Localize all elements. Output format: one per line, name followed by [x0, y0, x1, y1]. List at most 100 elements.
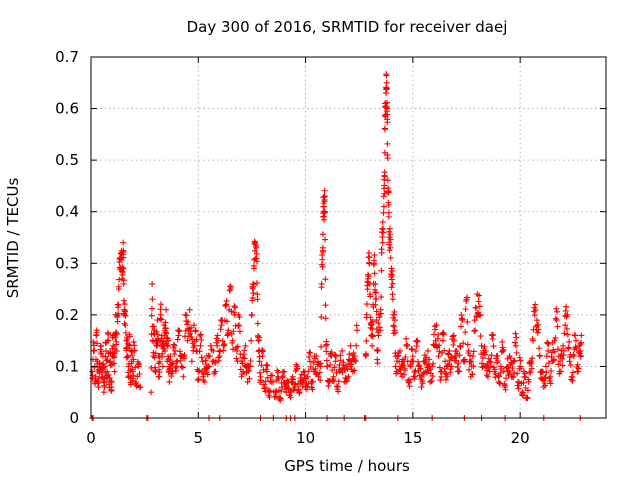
data-point: [569, 369, 576, 376]
data-point: [508, 359, 515, 366]
data-point: [221, 341, 228, 348]
data-point: [363, 311, 370, 318]
data-point: [122, 322, 129, 329]
data-point: [477, 312, 484, 319]
data-point: [470, 348, 477, 355]
data-point: [197, 342, 204, 349]
data-point: [335, 378, 342, 385]
data-point: [400, 371, 407, 378]
data-point: [165, 337, 172, 344]
data-point: [383, 79, 390, 86]
data-point: [180, 373, 187, 380]
data-point: [445, 351, 452, 358]
data-point: [470, 363, 477, 370]
data-point: [114, 318, 121, 325]
data-point: [131, 342, 138, 349]
data-point: [551, 348, 558, 355]
data-point: [278, 388, 285, 395]
data-point: [319, 247, 326, 254]
data-point: [363, 301, 370, 308]
data-point: [248, 311, 255, 318]
data-point: [575, 365, 582, 372]
data-point: [322, 302, 329, 309]
data-point: [528, 360, 535, 367]
data-point: [351, 367, 358, 374]
data-point: [417, 366, 424, 373]
data-point: [306, 349, 313, 356]
data-point: [457, 323, 464, 330]
data-point: [296, 390, 303, 397]
data-point: [333, 353, 340, 360]
data-point: [442, 376, 449, 383]
data-point: [210, 347, 217, 354]
data-point: [421, 358, 428, 365]
data-point: [449, 333, 456, 340]
data-point: [397, 347, 403, 354]
data-point: [188, 358, 195, 365]
data-point: [378, 294, 385, 301]
data-point: [236, 313, 243, 320]
data-point: [536, 352, 543, 359]
data-point: [207, 342, 214, 349]
data-point: [371, 260, 378, 267]
data-point: [563, 325, 570, 332]
data-point: [216, 353, 223, 360]
data-point: [310, 359, 317, 366]
data-point: [350, 350, 357, 357]
data-point: [376, 314, 383, 321]
data-point: [120, 277, 127, 284]
data-point: [532, 301, 539, 308]
data-point: [285, 385, 292, 392]
data-point: [512, 330, 519, 337]
data-point: [577, 353, 584, 360]
data-point: [412, 373, 419, 380]
data-point: [101, 384, 108, 391]
data-point: [98, 348, 105, 355]
data-point: [157, 301, 164, 308]
data-point: [224, 318, 231, 325]
data-point: [186, 306, 193, 313]
data-point: [122, 329, 129, 336]
data-point: [321, 216, 328, 223]
data-point: [513, 349, 520, 356]
data-point: [499, 338, 506, 345]
data-point: [439, 330, 446, 337]
data-point: [424, 347, 431, 354]
data-point: [322, 276, 329, 283]
data-point: [516, 354, 523, 361]
data-point: [232, 304, 239, 311]
data-point: [136, 370, 143, 377]
data-point: [159, 363, 166, 370]
data-point: [122, 312, 129, 319]
data-point: [541, 375, 548, 382]
data-point: [577, 341, 584, 348]
data-point: [112, 334, 119, 341]
data-point: [520, 379, 527, 386]
data-point: [459, 316, 466, 323]
data-point: [281, 368, 288, 375]
data-point: [91, 347, 98, 354]
data-point: [384, 99, 391, 106]
data-point: [351, 353, 358, 360]
data-point: [253, 244, 260, 251]
data-point: [462, 329, 469, 336]
data-point: [493, 359, 500, 366]
data-point: [335, 388, 342, 395]
data-point: [214, 342, 221, 349]
data-point: [205, 363, 212, 370]
data-point: [481, 343, 488, 350]
data-point: [565, 344, 572, 351]
data-point: [383, 86, 390, 93]
data-point: [412, 348, 419, 355]
data-point: [442, 358, 449, 365]
data-point: [466, 366, 473, 373]
data-point: [444, 373, 451, 380]
y-tick-label: 0.1: [55, 357, 79, 375]
data-point: [154, 331, 161, 338]
data-point: [304, 373, 311, 380]
data-point: [377, 327, 384, 334]
data-point: [563, 303, 570, 310]
data-point: [172, 367, 179, 374]
data-point: [332, 351, 339, 358]
data-point: [435, 331, 442, 338]
